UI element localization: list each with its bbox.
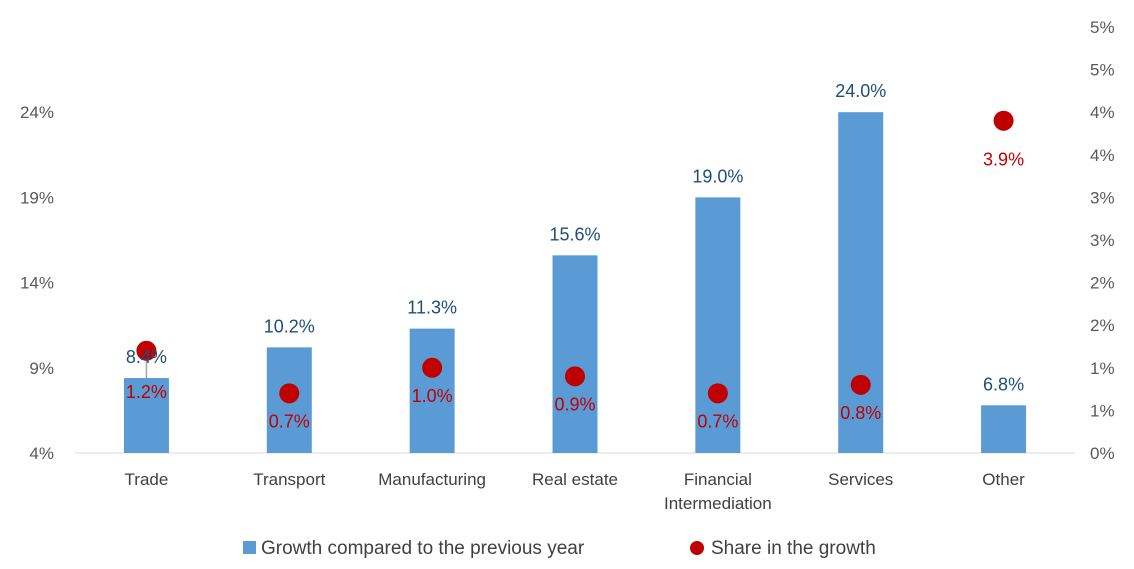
legend-dot-label: Share in the growth: [711, 538, 876, 559]
dot-value-label: 0.7%: [269, 411, 310, 431]
dot-value-label: 1.0%: [412, 386, 453, 406]
category-label: Services: [828, 470, 893, 489]
bar-series: [123, 112, 1027, 453]
dot-value-label: 3.9%: [983, 150, 1024, 170]
category-label: Manufacturing: [378, 470, 486, 489]
bar-value-label: 24.0%: [835, 81, 886, 101]
dot: [136, 340, 157, 361]
bar-value-label: 15.6%: [549, 224, 600, 244]
legend: Growth compared to the previous year Sha…: [243, 538, 876, 559]
right-tick-label: 1%: [1090, 359, 1115, 378]
dot: [707, 383, 728, 404]
dot-value-label: 1.2%: [126, 382, 167, 402]
category-label: Intermediation: [664, 494, 772, 513]
right-tick-label: 1%: [1090, 401, 1115, 420]
right-tick-label: 4%: [1090, 103, 1115, 122]
bar: [552, 255, 598, 453]
category-label: Trade: [125, 470, 169, 489]
right-tick-label: 2%: [1090, 316, 1115, 335]
x-axis-categories: Trade Transport Manufacturing Real estate Fi…: [125, 470, 1026, 513]
dot: [850, 374, 871, 395]
bar: [838, 112, 884, 453]
dot: [279, 383, 300, 404]
dot: [565, 366, 585, 387]
dot-value-label: 0.8%: [840, 403, 881, 423]
bar-value-label: 19.0%: [692, 166, 743, 186]
left-tick-label: 4%: [29, 444, 54, 463]
bar: [695, 197, 741, 453]
bar-value-label: 6.8%: [983, 374, 1024, 394]
right-tick-label: 4%: [1090, 146, 1115, 165]
dot-data-labels: 1.2% 0.7% 1.0% 0.9% 0.7% 0.8% 3.9%: [126, 150, 1024, 432]
dot-value-label: 0.7%: [697, 411, 738, 431]
right-tick-label: 5%: [1090, 61, 1115, 80]
bar-value-label: 11.3%: [407, 298, 457, 318]
left-tick-label: 14%: [20, 274, 54, 293]
right-tick-label: 3%: [1090, 231, 1115, 250]
right-tick-label: 5%: [1090, 18, 1115, 37]
dot: [993, 110, 1014, 131]
left-tick-label: 9%: [29, 359, 54, 378]
category-label: Other: [982, 470, 1025, 489]
bar-data-labels: 8.4% 10.2% 11.3% 15.6% 19.0% 24.0% 6.8%: [126, 81, 1024, 394]
left-tick-label: 19%: [20, 188, 54, 207]
category-label: Real estate: [532, 470, 618, 489]
bar: [123, 378, 169, 453]
right-tick-label: 2%: [1090, 274, 1115, 293]
category-label: Financial: [684, 470, 752, 489]
legend-bar-swatch: [243, 541, 256, 554]
right-tick-label: 3%: [1090, 188, 1115, 207]
dot-series: [136, 110, 1014, 404]
bar-value-label: 10.2%: [264, 316, 315, 336]
right-tick-label: 0%: [1090, 444, 1115, 463]
legend-bar-label: Growth compared to the previous year: [261, 538, 585, 559]
bar: [409, 328, 455, 453]
bar-value-label: 8.4%: [126, 347, 167, 367]
dot-value-label: 0.9%: [554, 394, 595, 414]
bar: [981, 405, 1027, 453]
legend-dot-swatch: [690, 541, 704, 555]
left-axis: 4% 9% 14% 19% 24%: [20, 103, 54, 463]
category-label: Transport: [253, 470, 325, 489]
right-axis: 0% 1% 1% 2% 2% 3% 3% 4% 4% 5% 5%: [1090, 18, 1115, 463]
dot: [422, 357, 443, 378]
left-tick-label: 24%: [20, 103, 54, 122]
